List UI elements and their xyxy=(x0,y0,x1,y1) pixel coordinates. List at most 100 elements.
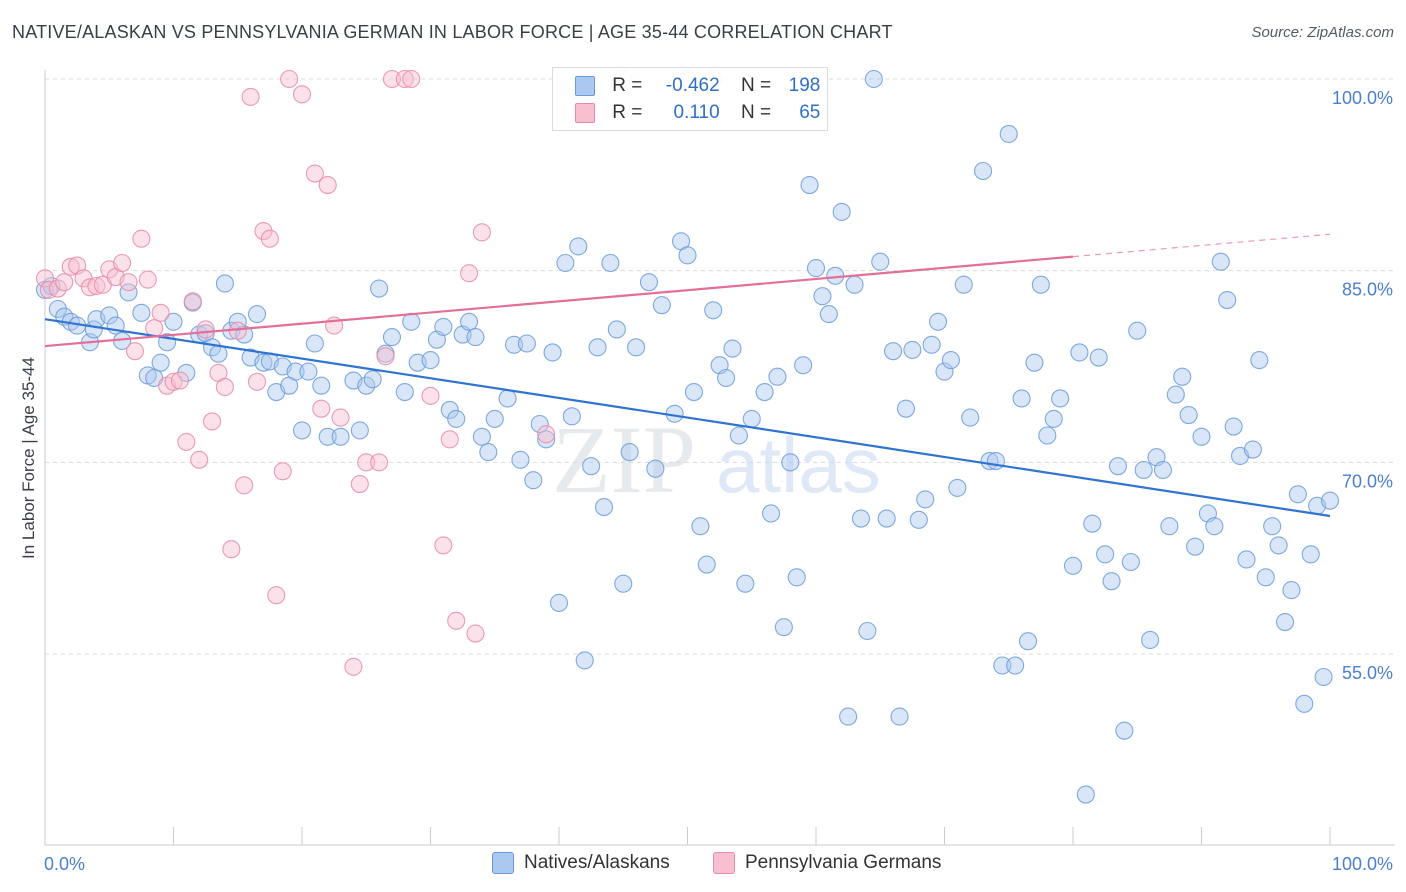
pennsylvania-germans-point xyxy=(235,476,254,495)
natives-alaskans-point xyxy=(1141,630,1160,649)
natives-alaskans-point xyxy=(177,363,196,382)
natives-alaskans-point xyxy=(620,443,639,462)
natives-alaskans-point xyxy=(813,287,832,306)
natives-alaskans-point xyxy=(132,303,151,322)
natives-alaskans-point xyxy=(800,176,819,195)
natives-alaskans-point xyxy=(1237,550,1256,569)
natives-alaskans-point xyxy=(1314,667,1333,687)
pennsylvania-germans-point xyxy=(113,253,132,273)
bottom-legend-label: Natives/Alaskans xyxy=(524,852,670,873)
pennsylvania-germans-point xyxy=(151,303,170,322)
natives-alaskans-point xyxy=(1121,552,1140,572)
natives-alaskans-point xyxy=(434,317,453,336)
natives-alaskans-point xyxy=(1096,545,1115,564)
natives-alaskans-point xyxy=(973,161,993,181)
pennsylvania-germans-point xyxy=(459,264,479,283)
natives-alaskans-point xyxy=(761,504,781,523)
natives-alaskans-point xyxy=(395,383,414,402)
natives-alaskans-point xyxy=(896,399,916,418)
natives-alaskans-point xyxy=(1179,406,1198,425)
pennsylvania-germans-point xyxy=(280,69,299,89)
legend-r-label: R = xyxy=(612,102,643,123)
axes xyxy=(44,70,1395,846)
natives-alaskans-point xyxy=(1108,457,1128,476)
pennsylvania-germans-point xyxy=(350,475,369,494)
natives-alaskans-point xyxy=(1128,321,1147,340)
natives-alaskans-point xyxy=(1173,367,1192,386)
natives-alaskans-point xyxy=(1012,389,1031,408)
y-tick-label: 100.0% xyxy=(1332,88,1393,108)
natives-alaskans-point xyxy=(1063,556,1083,575)
natives-alaskans-point xyxy=(864,69,883,89)
pennsylvania-germans-point xyxy=(370,453,389,472)
natives-alaskans-point xyxy=(877,509,896,528)
natives-alaskans-point xyxy=(1134,460,1153,480)
natives-alaskans-point xyxy=(164,312,183,331)
pennsylvania-germans-point xyxy=(344,657,363,676)
natives-alaskans-point xyxy=(479,443,498,462)
natives-alaskans-point xyxy=(742,409,761,428)
natives-alaskans-point xyxy=(1211,252,1230,271)
natives-alaskans-point xyxy=(350,421,369,440)
pennsylvania-germans-point xyxy=(48,279,67,298)
natives-alaskans-point xyxy=(806,259,826,278)
pennsylvania-germans-point xyxy=(447,611,466,630)
legend-n-label: N = xyxy=(740,102,772,123)
pennsylvania-germans-point xyxy=(421,386,440,405)
bottom-legend-swatch-blue xyxy=(492,852,514,874)
natives-alaskans-point xyxy=(1218,291,1237,310)
legend-swatch-blue xyxy=(575,76,595,96)
natives-alaskans-point xyxy=(787,568,806,587)
pennsylvania-germans-point xyxy=(382,69,402,89)
pennsylvania-germans-point xyxy=(292,85,312,104)
natives-alaskans-point xyxy=(530,414,549,434)
pennsylvania-germans-point xyxy=(305,164,324,183)
tick-labels: 55.0% 70.0% 85.0% 100.0% 0.0% 100.0% xyxy=(44,88,1393,874)
natives-alaskans-point xyxy=(851,509,871,528)
natives-alaskans-point xyxy=(627,338,646,357)
pennsylvania-germans-point xyxy=(55,273,74,292)
natives-alaskans-point xyxy=(524,471,543,490)
natives-alaskans-point xyxy=(1102,572,1121,591)
legend-swatch-pink xyxy=(575,103,595,123)
natives-alaskans-point xyxy=(819,305,838,324)
natives-alaskans-point xyxy=(1031,275,1050,294)
natives-alaskans-point xyxy=(729,426,748,445)
natives-alaskans-point xyxy=(652,296,671,315)
natives-alaskans-point xyxy=(485,409,504,428)
natives-alaskans-point xyxy=(459,312,479,331)
natives-alaskans-point xyxy=(1301,545,1320,564)
natives-alaskans-point xyxy=(517,334,536,353)
natives-trend-line xyxy=(44,318,1331,518)
natives-alaskans-point xyxy=(678,246,697,265)
natives-alaskans-point xyxy=(716,368,736,388)
y-tick-label: 85.0% xyxy=(1342,280,1393,300)
pennsylvania-germans-point xyxy=(222,540,241,559)
pennsylvania-germans-point xyxy=(61,257,80,276)
legend-row-natives: R = -0.462 N = 198 xyxy=(575,75,820,99)
pennsylvania-germans-point xyxy=(312,399,331,418)
natives-alaskans-point xyxy=(594,498,614,517)
natives-alaskans-point xyxy=(575,651,594,670)
pennsylvania-germans-point xyxy=(466,624,485,643)
x-tick-label: 0.0% xyxy=(44,854,85,874)
pennsylvania-germans-point xyxy=(318,176,337,195)
pennsylvania-germans-point xyxy=(537,425,556,444)
natives-alaskans-point xyxy=(614,574,633,593)
pennsylvania-germans-point xyxy=(254,222,273,241)
natives-alaskans-point xyxy=(588,338,607,357)
pennsylvania-germans-point xyxy=(177,432,196,451)
natives-alaskans-point xyxy=(1076,785,1095,804)
legend-n-value: 65 xyxy=(799,102,821,123)
natives-alaskans-points xyxy=(35,69,1340,804)
x-tick-label: 100.0% xyxy=(1332,854,1393,874)
natives-alaskans-point xyxy=(1243,440,1262,459)
natives-alaskans-point xyxy=(312,376,331,395)
natives-alaskans-point xyxy=(916,490,935,509)
natives-alaskans-point xyxy=(903,340,922,359)
natives-alaskans-point xyxy=(832,202,851,221)
natives-alaskans-point xyxy=(543,343,562,362)
natives-alaskans-point xyxy=(993,656,1012,675)
natives-alaskans-point xyxy=(1288,485,1307,504)
natives-alaskans-point xyxy=(723,339,742,358)
